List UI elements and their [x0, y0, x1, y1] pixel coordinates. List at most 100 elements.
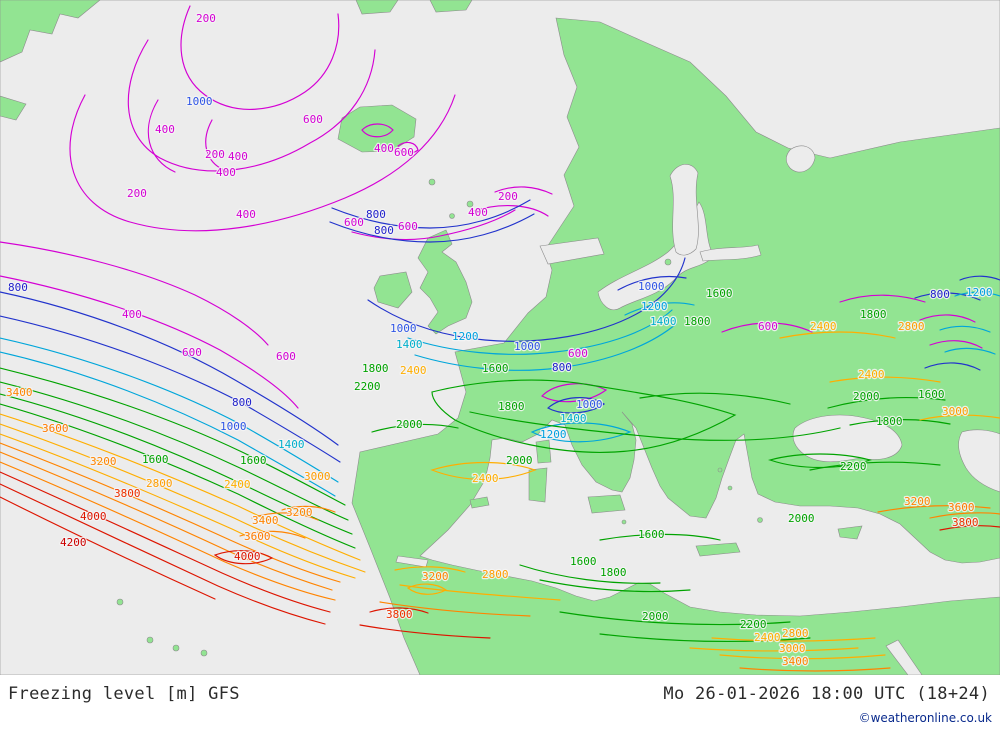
- island-faroe: [428, 178, 436, 186]
- map-shape: [329, 213, 535, 243]
- sea-gulf-of-finland: [699, 244, 762, 262]
- map-shape: [530, 422, 632, 443]
- island-madeira: [116, 598, 124, 606]
- map-shape: [877, 505, 991, 513]
- map-shape: [407, 309, 673, 355]
- contour-label: 2400: [858, 368, 885, 381]
- map-shape: [689, 647, 859, 652]
- island-aegean-2: [727, 485, 733, 491]
- island-canary-1: [146, 636, 154, 644]
- contour-label: 2400: [810, 320, 837, 333]
- contour-label: 200: [498, 190, 518, 203]
- contour-label: 600: [394, 146, 414, 159]
- contour-label: 3200: [422, 570, 449, 583]
- contour-label: 600: [758, 320, 778, 333]
- map-shape: [331, 199, 531, 229]
- map-shape: [719, 654, 886, 660]
- map-shape: [399, 584, 561, 601]
- contour-label: 1000: [576, 398, 603, 411]
- island-balearics: [469, 496, 490, 509]
- contour-label: 3800: [386, 608, 413, 621]
- contour-label: 2400: [754, 631, 781, 644]
- island-crete: [695, 542, 741, 557]
- island-malta: [621, 519, 627, 525]
- island-corsica: [535, 439, 552, 464]
- map-shape: [559, 611, 791, 626]
- landmass-greenland: [0, 0, 101, 63]
- map-shape: [739, 667, 891, 672]
- contour-label: 800: [8, 281, 28, 294]
- contour-label: 1000: [220, 420, 247, 433]
- map-shape: [779, 331, 896, 339]
- map-shape: [929, 512, 1000, 519]
- contour-label: 1000: [186, 95, 213, 108]
- contour-label: 1400: [278, 438, 305, 451]
- map-shape: [469, 205, 549, 217]
- contour-label: 3200: [904, 495, 931, 508]
- landmass-ireland: [373, 271, 413, 309]
- contour-label: 1200: [540, 428, 567, 441]
- map-shape: [0, 433, 356, 579]
- sea-skagerrak: [539, 237, 605, 265]
- map-shape: [919, 414, 1000, 421]
- arctic-island-1: [355, 0, 399, 15]
- contour-label: 1200: [641, 300, 668, 313]
- contour-label: 2000: [506, 454, 533, 467]
- sea-red-sea: [885, 639, 923, 675]
- contour-label: 1000: [390, 322, 417, 335]
- contour-label: 3400: [782, 655, 809, 668]
- map-shape: [0, 442, 341, 583]
- island-gotland: [664, 258, 672, 266]
- contour-label: 1600: [240, 454, 267, 467]
- contour-label: 1200: [452, 330, 479, 343]
- map-shape: [767, 453, 873, 469]
- map-datetime: Mo 26-01-2026 18:00 UTC (18+24): [663, 684, 990, 704]
- map-title: Freezing level [m] GFS: [8, 684, 240, 704]
- contour-label: 2800: [482, 568, 509, 581]
- map-shape: [180, 5, 340, 110]
- landmass-greenland-island: [0, 95, 27, 121]
- contour-label: 1800: [498, 400, 525, 413]
- contour-label: 600: [182, 346, 202, 359]
- copyright-link[interactable]: ©weatheronline.co.uk: [858, 711, 992, 725]
- contour-label: 400: [236, 208, 256, 221]
- map-shape: [624, 302, 695, 316]
- contour-label: 1600: [918, 388, 945, 401]
- map-shape: [379, 601, 531, 617]
- map-shape: [351, 209, 516, 241]
- map-shape: [721, 322, 813, 333]
- sea-white-sea: [785, 145, 816, 173]
- contour-label: 1800: [860, 308, 887, 321]
- map-shape: [371, 423, 459, 433]
- map-shape: [147, 99, 176, 173]
- map-shape: [547, 397, 606, 414]
- map-shape: [205, 119, 225, 171]
- contour-label: 600: [568, 347, 588, 360]
- contour-label: 800: [232, 396, 252, 409]
- contour-group-green: [0, 367, 951, 643]
- map-shape: [0, 337, 339, 483]
- island-rhodes: [757, 517, 763, 523]
- island-cyprus: [837, 525, 863, 540]
- contour-label: 2400: [224, 478, 251, 491]
- contour-label: 1000: [638, 280, 665, 293]
- contour-label: 2200: [840, 460, 867, 473]
- map-shape: [827, 397, 946, 409]
- islands: [116, 178, 863, 657]
- island-orkney: [449, 213, 455, 219]
- contour-label: 800: [552, 361, 572, 374]
- contour-label: 2800: [782, 627, 809, 640]
- map-shape: [939, 325, 991, 333]
- contour-label: 3200: [286, 506, 313, 519]
- contour-label: 2000: [853, 390, 880, 403]
- map-shape: [431, 379, 737, 453]
- contour-label: 2800: [898, 320, 925, 333]
- map-shape: [127, 39, 376, 172]
- map-shape: [954, 291, 1000, 297]
- map-shape: [0, 367, 346, 506]
- contour-label: 3400: [252, 514, 279, 527]
- weather-map: 200 1000 400 600 200 400 400 200 400 400 600 800 800…: [0, 0, 1000, 675]
- contour-label: 800: [366, 208, 386, 221]
- sea-black-sea: [792, 414, 903, 463]
